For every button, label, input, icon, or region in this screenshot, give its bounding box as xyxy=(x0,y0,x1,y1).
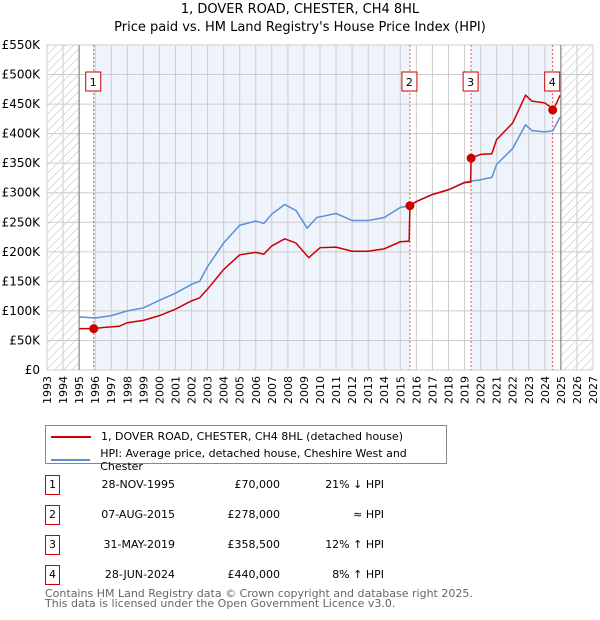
x-tick-label: 2019 xyxy=(459,376,472,404)
transaction-date: 07-AUG-2015 xyxy=(101,508,175,521)
transaction-row: 2 07-AUG-2015 £278,000 ≈ HPI xyxy=(45,505,465,525)
y-tick-label: £200K xyxy=(2,245,42,259)
transaction-date: 28-JUN-2024 xyxy=(104,568,175,581)
sale-point xyxy=(89,324,99,334)
x-tick-label: 2006 xyxy=(250,376,263,404)
sale-marker-label: 2 xyxy=(406,76,413,89)
x-tick-label: 2022 xyxy=(507,376,520,404)
transaction-row: 1 28-NOV-1995 £70,000 21% ↓ HPI xyxy=(45,475,465,495)
transaction-price: £440,000 xyxy=(227,568,281,581)
y-tick-label: £400K xyxy=(2,127,42,141)
transaction-number: 1 xyxy=(45,475,60,495)
x-tick-label: 1997 xyxy=(105,376,118,404)
y-tick-label: £250K xyxy=(2,215,42,229)
transaction-price: £70,000 xyxy=(234,478,281,491)
y-tick-label: £0 xyxy=(25,363,40,377)
transaction-date: 31-MAY-2019 xyxy=(103,538,175,551)
series-line xyxy=(79,93,561,330)
x-tick-label: 1993 xyxy=(41,376,54,404)
transaction-date: 28-NOV-1995 xyxy=(101,478,175,491)
footer-line: Contains HM Land Registry data © Crown c… xyxy=(45,587,473,600)
x-tick-label: 2015 xyxy=(394,376,407,404)
sale-point xyxy=(405,201,415,211)
transaction-hpi: 21% ↓ HPI xyxy=(325,478,384,491)
x-tick-label: 1996 xyxy=(89,376,102,404)
x-tick-label: 2027 xyxy=(587,376,600,404)
x-tick-label: 2013 xyxy=(362,376,375,404)
y-tick-label: £550K xyxy=(2,38,42,52)
y-tick-label: £300K xyxy=(2,186,42,200)
sale-marker-box xyxy=(544,71,561,92)
transaction-number: 4 xyxy=(45,565,60,585)
x-tick-label: 2020 xyxy=(475,376,488,404)
transaction-row: 4 28-JUN-2024 £440,000 8% ↑ HPI xyxy=(45,565,465,585)
sale-point xyxy=(466,153,476,163)
x-tick-label: 2003 xyxy=(202,376,215,404)
transaction-hpi: 8% ↑ HPI xyxy=(332,568,384,581)
legend-hpi: HPI: Average price, detached house, Ches… xyxy=(100,447,407,473)
price-chart: 1993 1994 1995 1996 1997 1998 1999 2000 2001 2002… xyxy=(2,38,600,404)
transaction-number: 3 xyxy=(45,535,60,555)
sale-marker-label: 4 xyxy=(549,76,556,89)
x-tick-label: 2012 xyxy=(346,376,359,404)
footer-line: This data is licensed under the Open Gov… xyxy=(45,597,396,610)
x-tick-label: 2009 xyxy=(298,376,311,404)
series-line xyxy=(79,116,561,319)
shaded-range xyxy=(471,45,553,370)
shaded-range xyxy=(93,45,410,370)
y-tick-label: £350K xyxy=(2,156,42,170)
legend: 1, DOVER ROAD, CHESTER, CH4 8HL (detache… xyxy=(45,425,447,473)
x-tick-label: 2016 xyxy=(410,376,423,404)
sale-marker-box xyxy=(462,71,479,92)
y-tick-label: £450K xyxy=(2,97,42,111)
y-tick-label: £50K xyxy=(9,333,41,347)
x-tick-label: 2026 xyxy=(571,376,584,404)
sale-marker-box xyxy=(85,71,102,92)
x-tick-label: 2001 xyxy=(169,376,182,404)
x-tick-label: 2008 xyxy=(282,376,295,404)
x-tick-label: 2021 xyxy=(491,376,504,404)
sale-point xyxy=(548,105,558,115)
y-tick-label: £150K xyxy=(2,274,42,288)
sale-marker-box xyxy=(401,71,418,92)
property-line-swatch xyxy=(51,435,91,438)
transaction-price: £278,000 xyxy=(227,508,281,521)
chart-subtitle: Price paid vs. HM Land Registry's House … xyxy=(114,20,486,35)
x-tick-label: 2018 xyxy=(442,376,455,404)
x-tick-label: 2024 xyxy=(539,376,552,404)
footer: Contains HM Land Registry data © Crown c… xyxy=(45,587,473,610)
transaction-number: 2 xyxy=(45,505,60,525)
x-tick-label: 2014 xyxy=(378,376,391,404)
y-tick-label: £500K xyxy=(2,68,42,82)
x-tick-label: 2000 xyxy=(153,376,166,404)
x-tick-label: 2007 xyxy=(266,376,279,404)
x-tick-label: 2025 xyxy=(555,376,568,404)
x-tick-label: 1998 xyxy=(121,376,134,404)
sale-marker-label: 1 xyxy=(90,76,97,89)
x-tick-label: 2023 xyxy=(523,376,536,404)
x-tick-label: 2011 xyxy=(330,376,343,404)
y-tick-label: £100K xyxy=(2,304,42,318)
hpi-line-swatch xyxy=(51,459,91,461)
sale-marker-label: 3 xyxy=(467,76,474,89)
x-tick-label: 2004 xyxy=(218,376,231,404)
x-tick-label: 2010 xyxy=(314,376,327,404)
transaction-hpi: ≈ HPI xyxy=(353,508,384,521)
legend-property: 1, DOVER ROAD, CHESTER, CH4 8HL (detache… xyxy=(101,430,403,443)
transaction-row: 3 31-MAY-2019 £358,500 12% ↑ HPI xyxy=(45,535,465,555)
x-tick-label: 1999 xyxy=(137,376,150,404)
transaction-hpi: 12% ↑ HPI xyxy=(325,538,384,551)
x-tick-label: 2017 xyxy=(426,376,439,404)
chart-title: 1, DOVER ROAD, CHESTER, CH4 8HL xyxy=(180,2,420,17)
x-tick-label: 1995 xyxy=(73,376,86,404)
transaction-price: £358,500 xyxy=(227,538,281,551)
x-tick-label: 2002 xyxy=(186,376,199,404)
x-tick-label: 2005 xyxy=(234,376,247,404)
x-tick-label: 1994 xyxy=(57,376,70,404)
